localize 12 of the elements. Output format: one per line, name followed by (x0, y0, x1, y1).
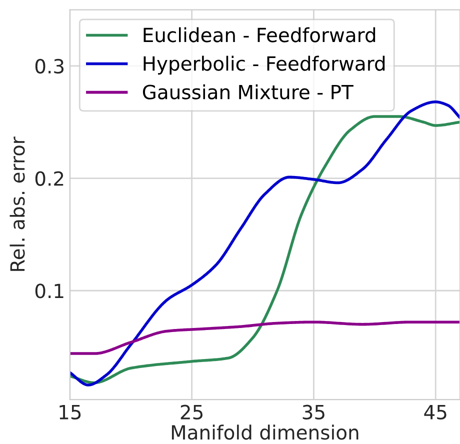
x-tick-label: 45 (424, 405, 446, 420)
y-tick-label: 0.3 (35, 58, 64, 74)
legend-label: Euclidean - Feedforward (144, 27, 376, 42)
x-axis-title: Manifold dimension (172, 424, 358, 440)
y-axis-title: Rel. abs. error (10, 136, 25, 271)
legend-label: Hyperbolic - Feedforward (144, 56, 385, 75)
legend-label: Gaussian Mixture - PT (142, 84, 354, 100)
x-tick-label: 35 (302, 404, 324, 420)
y-tick-label: 0.1 (35, 284, 64, 298)
x-tick-label: 15 (60, 405, 81, 420)
x-tick-label: 25 (180, 404, 202, 420)
y-tick-label: 0.2 (35, 171, 64, 186)
